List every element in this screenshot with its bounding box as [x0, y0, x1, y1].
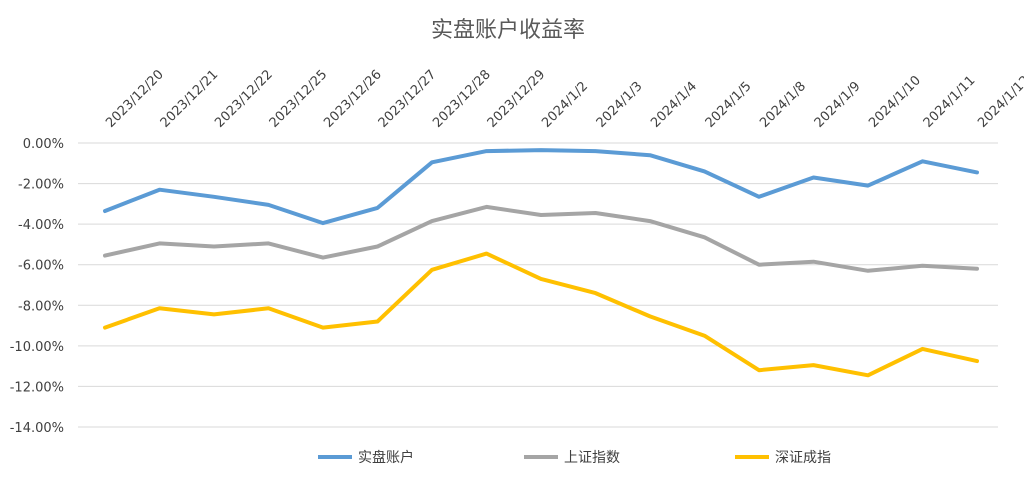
x-tick-label: 2023/12/29: [485, 67, 549, 131]
y-tick-label: -4.00%: [18, 218, 64, 233]
legend-label: 上证指数: [564, 450, 620, 466]
y-axis-tick-labels: 0.00% -2.00% -4.00% -6.00% -8.00% -10.00% -12.…: [10, 137, 64, 436]
x-tick-label: 2023/12/27: [376, 67, 440, 131]
legend-label: 深证成指: [775, 450, 831, 466]
y-tick-label: -14.00%: [10, 421, 64, 436]
x-tick-label: 2024/1/4: [648, 79, 700, 131]
series-line-2: [103, 204, 979, 273]
legend-label: 实盘账户: [358, 449, 414, 466]
y-tick-label: -8.00%: [18, 299, 64, 314]
series-line-3: [103, 251, 979, 378]
x-tick-label: 2024/1/10: [866, 73, 924, 131]
series-layer: [103, 148, 979, 378]
x-tick-label: 2023/12/25: [267, 67, 331, 131]
x-axis-tick-labels: 2023/12/202023/12/212023/12/222023/12/25…: [103, 67, 1024, 131]
y-tick-label: -10.00%: [10, 340, 64, 355]
chart-title: 实盘账户收益率: [431, 18, 585, 43]
legend: 实盘账户 上证指数 深证成指: [318, 449, 831, 466]
y-tick-label: -12.00%: [10, 380, 64, 395]
x-tick-label: 2024/1/8: [757, 79, 809, 131]
series-line-1: [103, 148, 979, 226]
y-tick-label: 0.00%: [23, 137, 64, 152]
y-tick-label: -2.00%: [18, 178, 64, 193]
x-tick-label: 2023/12/20: [103, 67, 167, 131]
grid-layer: [78, 142, 998, 428]
x-tick-label: 2024/1/2: [539, 79, 591, 131]
y-tick-label: -6.00%: [18, 259, 64, 274]
x-tick-label: 2024/1/11: [921, 73, 979, 131]
x-tick-label: 2023/12/22: [212, 67, 276, 131]
x-tick-label: 2023/12/28: [430, 67, 494, 131]
x-tick-label: 2023/12/26: [321, 67, 385, 131]
x-tick-label: 2024/1/12: [975, 73, 1024, 131]
x-tick-label: 2024/1/5: [703, 79, 755, 131]
x-tick-label: 2024/1/9: [812, 79, 864, 131]
x-tick-label: 2023/12/21: [158, 67, 222, 131]
x-tick-label: 2024/1/3: [594, 79, 646, 131]
